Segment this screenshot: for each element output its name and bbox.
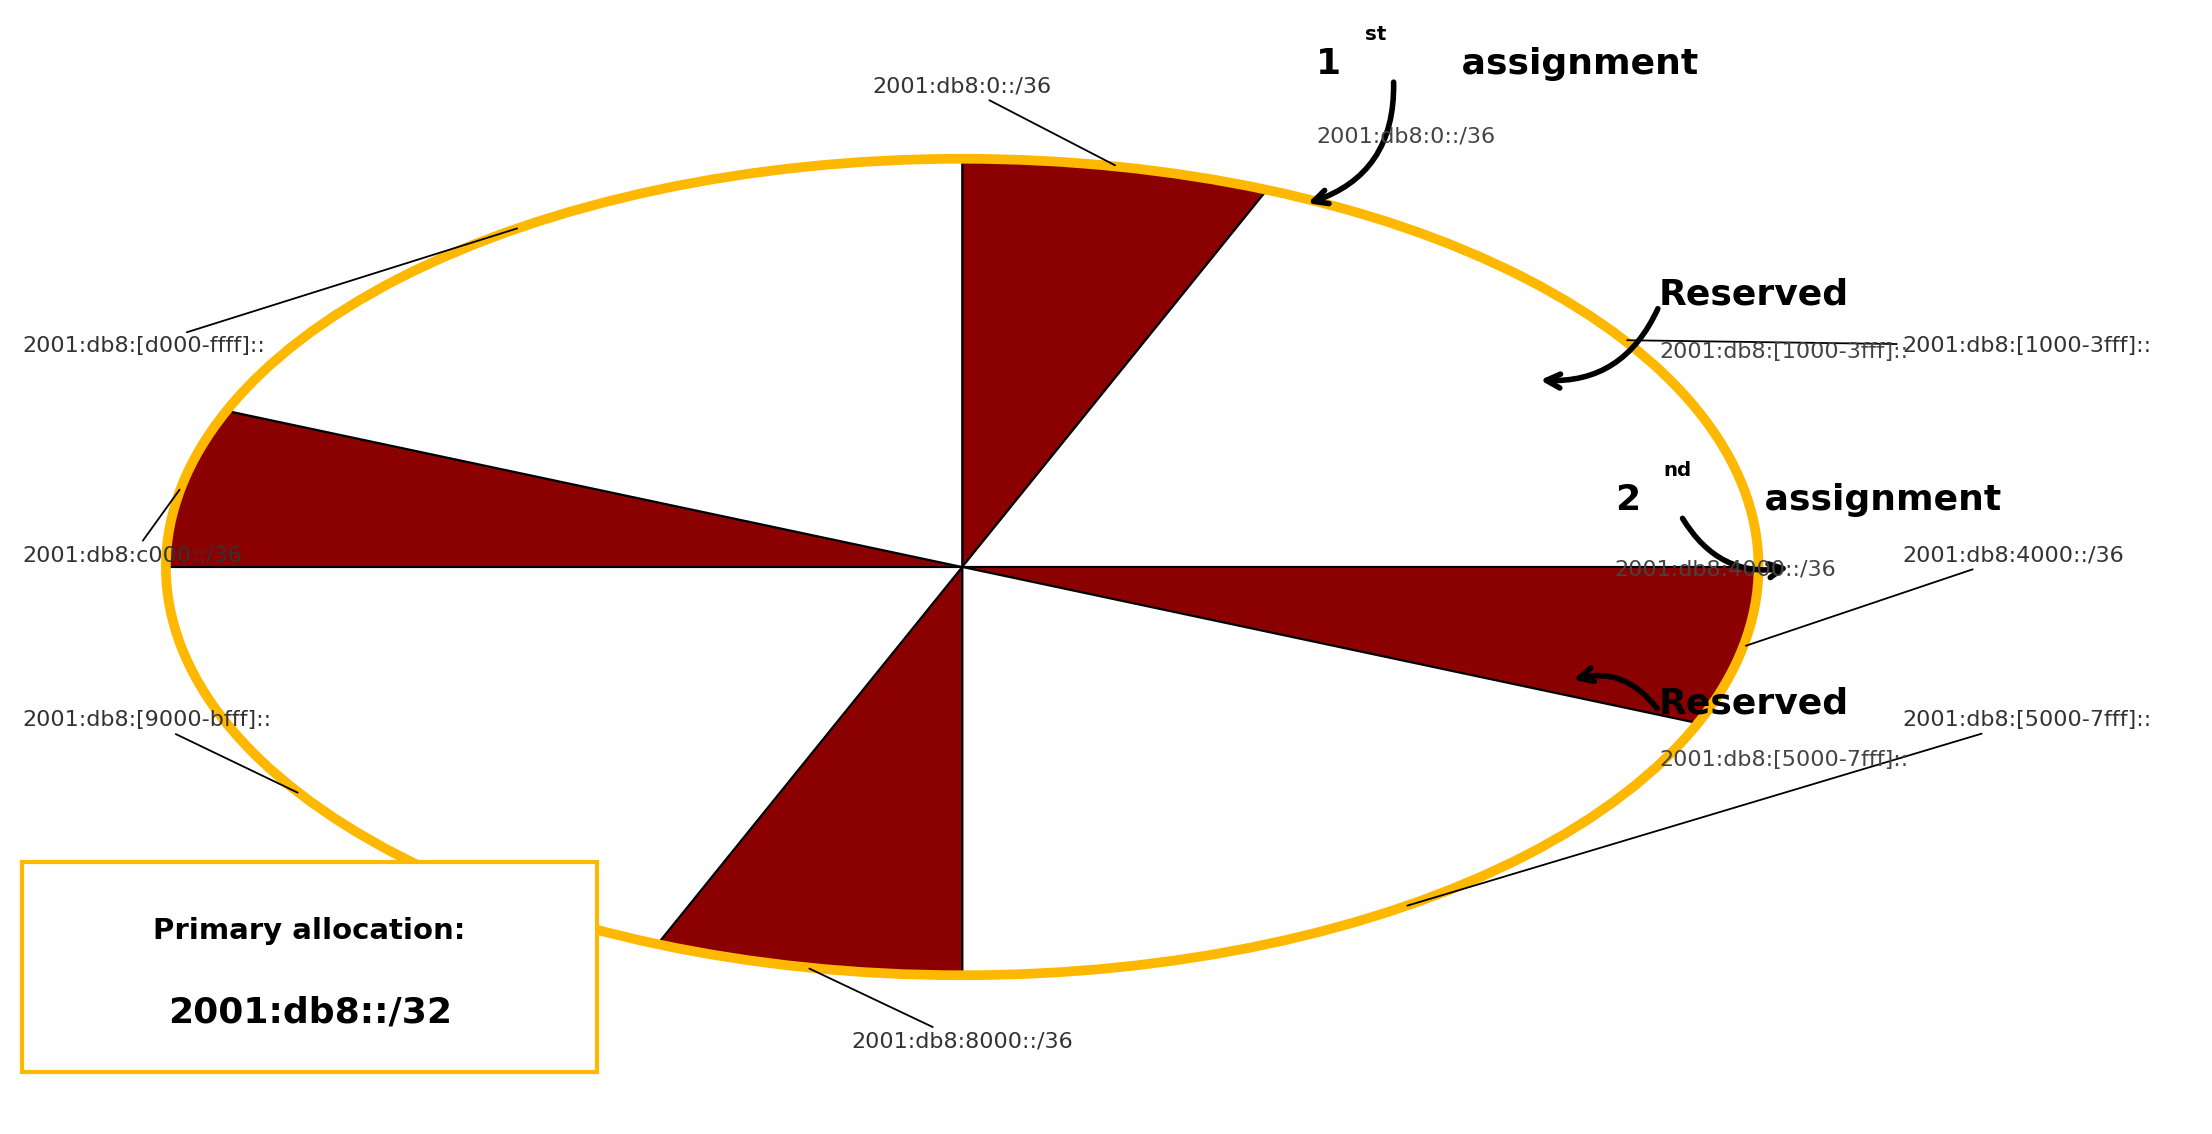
Text: 2001:db8:4000::/36: 2001:db8:4000::/36 [1745,545,2124,645]
Text: 2001:db8:[5000-7fff]::: 2001:db8:[5000-7fff]:: [1659,750,1909,770]
Text: 2001:db8:4000::/36: 2001:db8:4000::/36 [1615,559,1836,579]
Text: 2: 2 [1615,483,1639,517]
Text: st: st [1365,25,1387,44]
Wedge shape [962,567,1699,975]
Text: assignment: assignment [1752,483,2002,517]
Text: Primary allocation:: Primary allocation: [153,917,467,945]
Wedge shape [657,567,962,975]
Wedge shape [962,189,1759,567]
Text: 2001:db8:[9000-bfff]::: 2001:db8:[9000-bfff]:: [22,710,299,793]
FancyBboxPatch shape [22,862,597,1072]
Text: 2001:db8:[1000-3fff]::: 2001:db8:[1000-3fff]:: [1628,336,2152,356]
Wedge shape [962,567,1759,723]
Wedge shape [166,411,962,567]
Text: 2001:db8:c000::/36: 2001:db8:c000::/36 [22,490,241,566]
Text: 2001:db8:0::/36: 2001:db8:0::/36 [874,76,1115,166]
Text: assignment: assignment [1449,46,1699,81]
Text: 1: 1 [1316,46,1340,81]
Wedge shape [226,159,962,567]
Text: Reserved: Reserved [1659,278,1849,312]
Wedge shape [962,159,1267,567]
Text: nd: nd [1663,462,1692,481]
Text: 2001:db8:[d000-ffff]::: 2001:db8:[d000-ffff]:: [22,228,518,356]
Wedge shape [166,567,962,945]
Text: 2001:db8:[1000-3fff]::: 2001:db8:[1000-3fff]:: [1659,341,1909,362]
Text: Reserved: Reserved [1659,686,1849,720]
Text: 2001:db8:8000::/36: 2001:db8:8000::/36 [810,968,1073,1051]
Text: 2001:db8:[5000-7fff]::: 2001:db8:[5000-7fff]:: [1407,710,2152,906]
Text: 2001:db8::/32: 2001:db8::/32 [168,996,451,1030]
Text: 2001:db8:0::/36: 2001:db8:0::/36 [1316,126,1495,146]
